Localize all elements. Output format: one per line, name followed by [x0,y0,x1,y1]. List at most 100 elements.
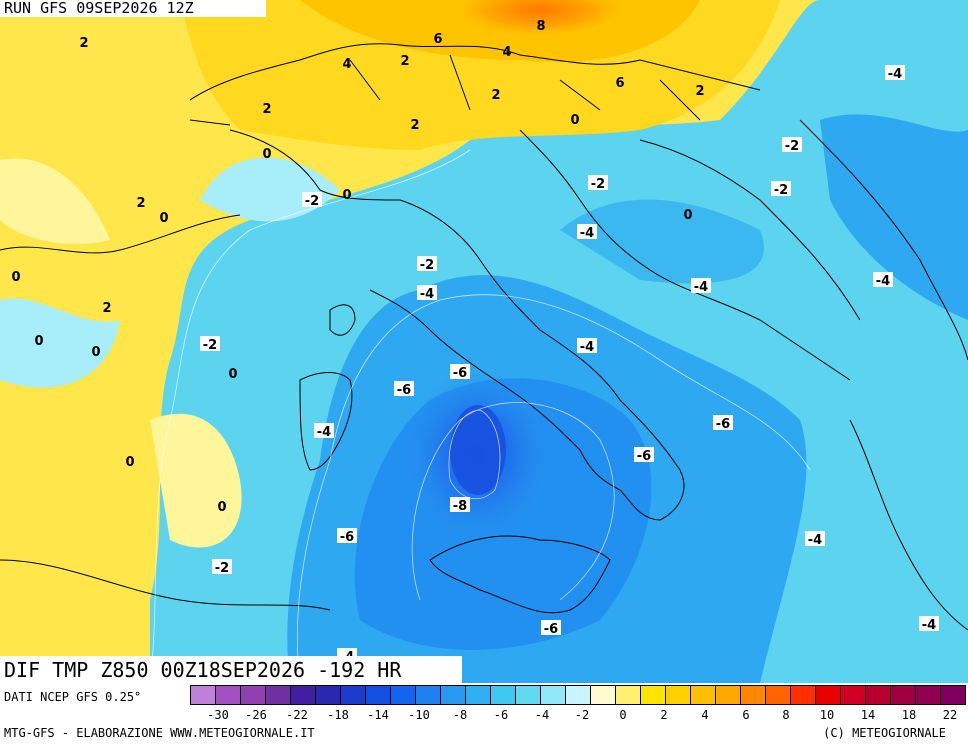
contour-value-label: 0 [570,113,579,128]
contour-value-label: -6 [637,449,651,464]
contour-value-label: 6 [433,32,442,47]
contour-label-bg [541,620,561,635]
contour-label-bg [417,256,437,271]
color-swatch [191,686,216,704]
color-scale-ticks: -30-26-22-18-14-10-8-6-4-202468101418223… [190,708,966,722]
contour-value-label: -6 [453,366,467,381]
contour-value-label: -8 [453,499,467,514]
contour-value-label: -4 [694,280,708,295]
contour-value-label: 2 [79,36,88,51]
credit-copyright: (C) METEOGIORNALE [823,726,946,740]
contour-value-label: -6 [340,530,354,545]
contour-label-bg [577,224,597,239]
contour-label-bg [691,278,711,293]
scale-tick-label: -8 [452,708,468,722]
contour-value-label: 2 [262,102,271,117]
contour-label-bg [885,65,905,80]
color-swatch [466,686,491,704]
color-swatch [766,686,791,704]
color-swatch [291,686,316,704]
contour-label-bg [771,181,791,196]
contour-value-label: 8 [536,19,545,34]
contour-value-label: 2 [102,301,111,316]
contour-value-label: -4 [876,274,890,289]
contour-value-label: -6 [397,383,411,398]
color-swatch [691,686,716,704]
color-swatch [866,686,891,704]
contour-value-label: -2 [785,139,799,154]
contour-value-label: -4 [888,67,902,82]
contour-value-label: -6 [716,417,730,432]
contour-value-label: 0 [217,500,226,515]
color-swatch [841,686,866,704]
contour-value-label: -2 [203,338,217,353]
contour-value-label: -2 [591,177,605,192]
contour-label-bg [782,137,802,152]
contour-value-label: 2 [136,196,145,211]
contour-value-label: 0 [342,188,351,203]
color-swatch [591,686,616,704]
color-swatch [941,686,965,704]
contour-value-label: 0 [91,345,100,360]
scale-tick-label: 4 [701,708,709,722]
contour-value-label: 0 [34,334,43,349]
run-header: RUN GFS 09SEP2026 12Z [0,0,266,17]
contour-value-label: -4 [420,287,434,302]
color-swatch [666,686,691,704]
contour-label-bg [337,528,357,543]
scale-tick-label: -14 [367,708,389,722]
color-swatch [891,686,916,704]
color-swatch [741,686,766,704]
contour-label-bg [314,423,334,438]
contour-label-bg [588,175,608,190]
contour-label-bg [450,364,470,379]
color-swatch [566,686,591,704]
contour-value-label: 4 [502,45,511,60]
scale-tick-label: 0 [619,708,627,722]
contour-value-label: 0 [11,270,20,285]
contour-value-label: 0 [228,367,237,382]
contour-value-label: -2 [215,561,229,576]
scale-tick-label: -4 [534,708,550,722]
color-swatch [791,686,816,704]
contour-label-bg [577,338,597,353]
contour-value-label: -4 [808,533,822,548]
scale-tick-label: -26 [245,708,267,722]
contour-value-label: 4 [342,57,351,72]
color-swatch [441,686,466,704]
scale-tick-label: 8 [782,708,790,722]
contour-label-bg [713,415,733,430]
color-swatch [316,686,341,704]
scale-tick-label: 22 [942,708,958,722]
contour-value-label: -4 [922,618,936,633]
color-swatch [216,686,241,704]
contour-label-bg [873,272,893,287]
contour-value-label: -2 [420,258,434,273]
credit-elaboration: MTG-GFS - ELABORAZIONE WWW.METEOGIORNALE… [4,726,315,740]
color-swatch [541,686,566,704]
scale-tick-label: 14 [860,708,876,722]
data-source: DATI NCEP GFS 0.25° [4,690,142,704]
color-swatch [516,686,541,704]
contour-label-bg [919,616,939,631]
contour-label-bg [634,447,654,462]
scale-tick-label: -10 [408,708,430,722]
contour-value-label: 0 [159,211,168,226]
color-swatch [491,686,516,704]
color-swatch [416,686,441,704]
contour-label-bg [212,559,232,574]
scale-tick-label: 6 [742,708,750,722]
color-swatch [616,686,641,704]
contour-value-label: 0 [262,147,271,162]
contour-label-bg [805,531,825,546]
contour-value-label: -4 [317,425,331,440]
contour-value-label: 2 [400,54,409,69]
color-scale-legend [190,685,966,705]
contour-value-label: -2 [305,194,319,209]
color-swatch [391,686,416,704]
contour-value-label: -4 [580,340,594,355]
contour-label-bg [417,285,437,300]
contour-value-label: 0 [125,455,134,470]
contour-label-bg [450,497,470,512]
